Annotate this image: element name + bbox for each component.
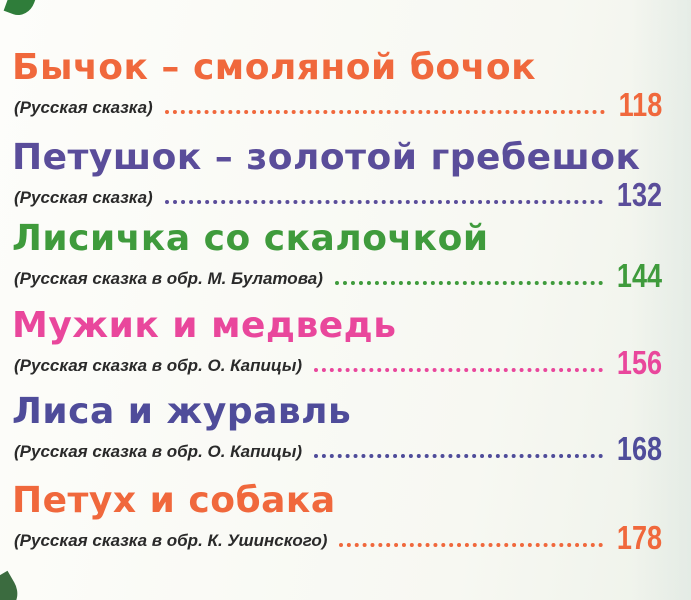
story-subtitle: (Русская сказка в обр. О. Капицы) bbox=[14, 442, 303, 461]
story-title: Петух и собака bbox=[12, 480, 336, 521]
dot-leader bbox=[314, 454, 603, 458]
story-subtitle: (Русская сказка в обр. М. Булатова) bbox=[14, 269, 323, 288]
story-title: Петушок – золотой гребешок bbox=[12, 137, 641, 178]
story-subtitle: (Русская сказка в обр. К. Ушинского) bbox=[14, 531, 328, 550]
story-title: Бычок – смоляной бочок bbox=[12, 47, 537, 88]
page-number: 118 bbox=[618, 86, 662, 123]
page-number: 178 bbox=[616, 519, 662, 556]
story-title: Лиса и журавль bbox=[12, 391, 352, 432]
dot-leader bbox=[164, 200, 603, 204]
story-subtitle: (Русская сказка) bbox=[14, 98, 153, 117]
page-number: 132 bbox=[616, 176, 662, 213]
dot-leader bbox=[164, 110, 605, 114]
story-title: Лисичка со скалочкой bbox=[12, 218, 489, 259]
story-title: Мужик и медведь bbox=[12, 305, 397, 346]
story-subtitle: (Русская сказка в обр. О. Капицы) bbox=[14, 356, 303, 375]
page-number: 144 bbox=[616, 257, 662, 294]
story-subtitle: (Русская сказка) bbox=[14, 188, 153, 207]
dot-leader bbox=[334, 281, 603, 285]
dot-leader bbox=[314, 368, 603, 372]
page-number: 168 bbox=[616, 430, 662, 467]
dot-leader bbox=[339, 543, 603, 547]
page-number: 156 bbox=[616, 344, 662, 381]
page-edge-shadow bbox=[631, 0, 691, 600]
